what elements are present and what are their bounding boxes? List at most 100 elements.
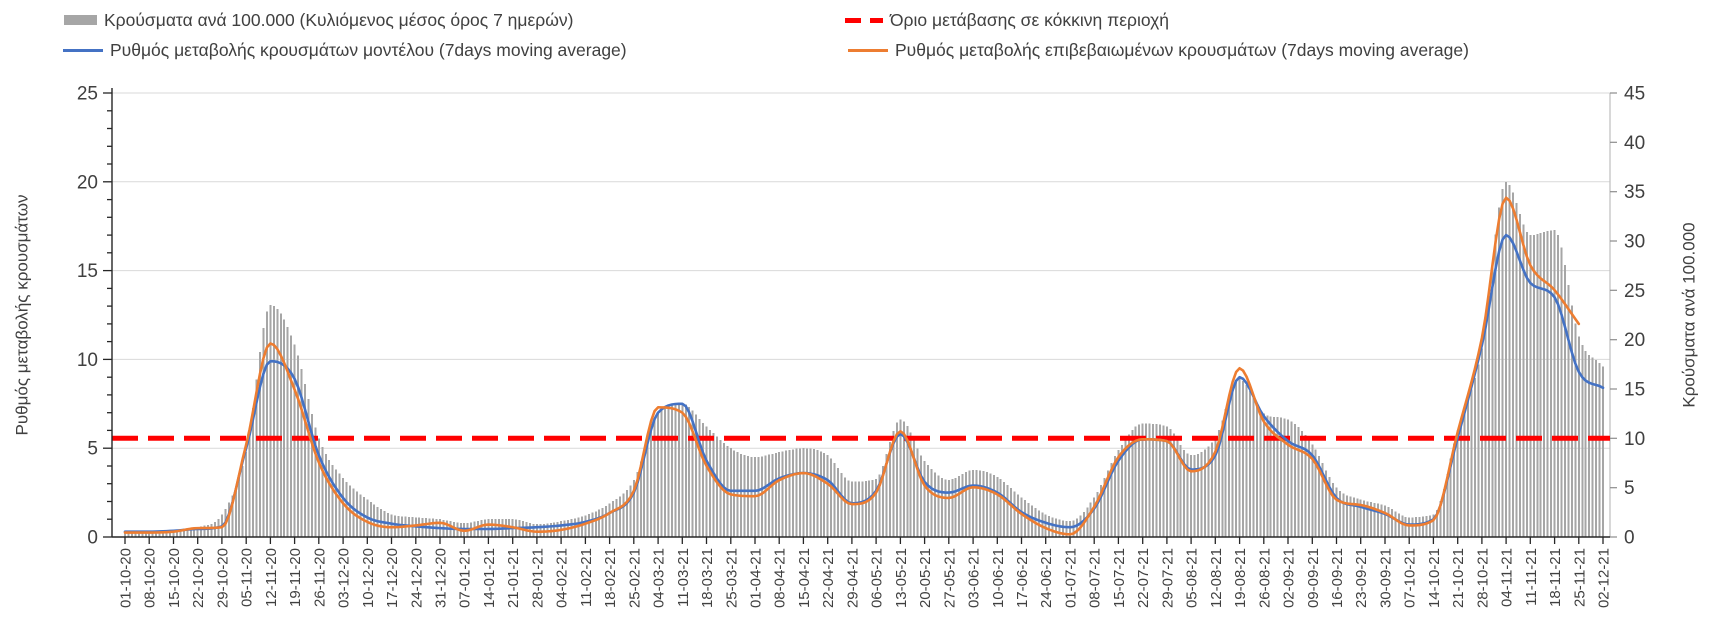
svg-text:0: 0: [1624, 528, 1635, 549]
svg-text:22-07-21: 22-07-21: [1135, 548, 1152, 608]
left-axis-tick-labels: 0 5 10 15 20 25: [77, 84, 98, 549]
right-axis: [1609, 92, 1617, 538]
cases-bars: [124, 181, 1605, 538]
svg-text:01-10-20: 01-10-20: [118, 548, 135, 608]
svg-text:19-11-20: 19-11-20: [287, 548, 304, 607]
dashed-line-swatch-icon: [845, 17, 883, 23]
svg-text:03-12-20: 03-12-20: [336, 548, 353, 608]
svg-text:30: 30: [1624, 232, 1645, 253]
svg-text:26-08-21: 26-08-21: [1256, 548, 1273, 608]
legend-item-red-threshold: Όριο μετάβασης σε κόκκινη περιοχή: [845, 9, 1169, 31]
svg-text:24-12-20: 24-12-20: [408, 548, 425, 608]
svg-text:29-04-21: 29-04-21: [844, 548, 861, 608]
svg-text:11-02-21: 11-02-21: [578, 548, 595, 607]
svg-text:22-10-20: 22-10-20: [190, 548, 207, 608]
svg-text:25-02-21: 25-02-21: [626, 548, 643, 608]
svg-text:05-11-20: 05-11-20: [239, 548, 256, 607]
svg-text:10: 10: [1624, 429, 1645, 450]
confirmed-rate-line: [123, 196, 1581, 536]
svg-text:22-04-21: 22-04-21: [820, 548, 837, 608]
svg-text:10: 10: [77, 350, 98, 371]
svg-text:25: 25: [1624, 281, 1645, 302]
svg-text:11-11-21: 11-11-21: [1523, 548, 1540, 606]
x-axis-date-labels: 01-10-20 08-10-20 15-10-20 22-10-20 29-10-20…: [118, 548, 1613, 608]
svg-text:15: 15: [1624, 380, 1645, 401]
svg-text:06-05-21: 06-05-21: [869, 548, 886, 608]
svg-text:21-01-21: 21-01-21: [505, 548, 522, 608]
svg-text:19-08-21: 19-08-21: [1232, 548, 1249, 608]
legend-label-confirmed-rate: Ρυθμός μεταβολής επιβεβαιωμένων κρουσμάτ…: [895, 39, 1469, 60]
svg-text:23-09-21: 23-09-21: [1353, 548, 1370, 608]
svg-text:25-03-21: 25-03-21: [723, 548, 740, 608]
svg-text:15: 15: [77, 261, 98, 282]
svg-text:08-07-21: 08-07-21: [1087, 548, 1104, 608]
orange-line-swatch-icon: [848, 48, 888, 52]
svg-text:40: 40: [1624, 133, 1645, 154]
svg-text:08-10-20: 08-10-20: [142, 548, 159, 608]
legend-label-model-rate: Ρυθμός μεταβολής κρουσμάτων μοντέλου (7d…: [110, 39, 627, 60]
svg-text:20-05-21: 20-05-21: [917, 548, 934, 608]
svg-text:03-06-21: 03-06-21: [966, 548, 983, 608]
svg-text:25: 25: [77, 84, 98, 105]
svg-text:20: 20: [1624, 330, 1645, 351]
bar-series-swatch-icon: [64, 15, 97, 25]
svg-text:17-12-20: 17-12-20: [384, 548, 401, 608]
svg-text:21-10-21: 21-10-21: [1450, 548, 1467, 608]
svg-text:02-09-21: 02-09-21: [1281, 548, 1298, 608]
svg-text:20: 20: [77, 172, 98, 193]
svg-text:13-05-21: 13-05-21: [893, 548, 910, 608]
svg-text:30-09-21: 30-09-21: [1378, 548, 1395, 608]
legend-item-confirmed-rate: Ρυθμός μεταβολής επιβεβαιωμένων κρουσμάτ…: [848, 39, 1469, 61]
svg-text:14-10-21: 14-10-21: [1426, 548, 1443, 608]
svg-text:04-02-21: 04-02-21: [554, 548, 571, 608]
svg-text:5: 5: [87, 439, 98, 460]
svg-text:05-08-21: 05-08-21: [1184, 548, 1201, 608]
blue-line-swatch-icon: [63, 48, 103, 52]
svg-text:45: 45: [1624, 84, 1645, 105]
svg-text:29-07-21: 29-07-21: [1159, 548, 1176, 608]
svg-text:28-01-21: 28-01-21: [529, 548, 546, 608]
svg-text:16-09-21: 16-09-21: [1329, 548, 1346, 608]
svg-text:24-06-21: 24-06-21: [1038, 548, 1055, 608]
legend-item-model-rate: Ρυθμός μεταβολής κρουσμάτων μοντέλου (7d…: [63, 39, 627, 61]
svg-text:27-05-21: 27-05-21: [941, 548, 958, 608]
svg-text:28-10-21: 28-10-21: [1474, 548, 1491, 608]
svg-text:07-01-21: 07-01-21: [457, 548, 474, 608]
svg-text:09-09-21: 09-09-21: [1305, 548, 1322, 608]
svg-text:35: 35: [1624, 182, 1645, 203]
left-axis: [103, 88, 113, 538]
svg-text:18-02-21: 18-02-21: [602, 548, 619, 608]
legend-label-cases-bars: Κρούσματα ανά 100.000 (Κυλιόμενος μέσος …: [104, 9, 574, 30]
svg-text:29-10-20: 29-10-20: [214, 548, 231, 608]
right-axis-tick-labels: 0 5 10 15 20 25 30 35 40 45: [1624, 84, 1645, 549]
svg-text:15-10-20: 15-10-20: [166, 548, 183, 608]
svg-text:26-11-20: 26-11-20: [311, 548, 328, 607]
horizontal-gridlines: [112, 92, 1610, 449]
svg-text:0: 0: [87, 528, 98, 549]
svg-text:04-03-21: 04-03-21: [651, 548, 668, 608]
svg-text:08-04-21: 08-04-21: [772, 548, 789, 608]
svg-text:17-06-21: 17-06-21: [1014, 548, 1031, 608]
x-axis: [112, 536, 1610, 544]
svg-text:11-03-21: 11-03-21: [675, 548, 692, 607]
svg-text:15-07-21: 15-07-21: [1111, 548, 1128, 608]
svg-text:01-04-21: 01-04-21: [748, 548, 765, 608]
svg-text:18-03-21: 18-03-21: [699, 548, 716, 608]
legend-item-cases-bars: Κρούσματα ανά 100.000 (Κυλιόμενος μέσος …: [64, 9, 573, 31]
svg-text:5: 5: [1624, 478, 1635, 499]
svg-text:04-11-21: 04-11-21: [1499, 548, 1516, 607]
svg-text:02-12-21: 02-12-21: [1596, 548, 1613, 608]
svg-text:12-11-20: 12-11-20: [263, 548, 280, 607]
svg-text:18-11-21: 18-11-21: [1547, 548, 1564, 607]
legend-label-red-threshold: Όριο μετάβασης σε κόκκινη περιοχή: [890, 9, 1170, 30]
svg-text:10-12-20: 10-12-20: [360, 548, 377, 608]
svg-text:12-08-21: 12-08-21: [1208, 548, 1225, 608]
svg-text:10-06-21: 10-06-21: [990, 548, 1007, 608]
svg-text:07-10-21: 07-10-21: [1402, 548, 1419, 608]
svg-text:31-12-20: 31-12-20: [433, 548, 450, 608]
svg-text:15-04-21: 15-04-21: [796, 548, 813, 608]
svg-text:25-11-21: 25-11-21: [1571, 548, 1588, 607]
svg-text:14-01-21: 14-01-21: [481, 548, 498, 608]
